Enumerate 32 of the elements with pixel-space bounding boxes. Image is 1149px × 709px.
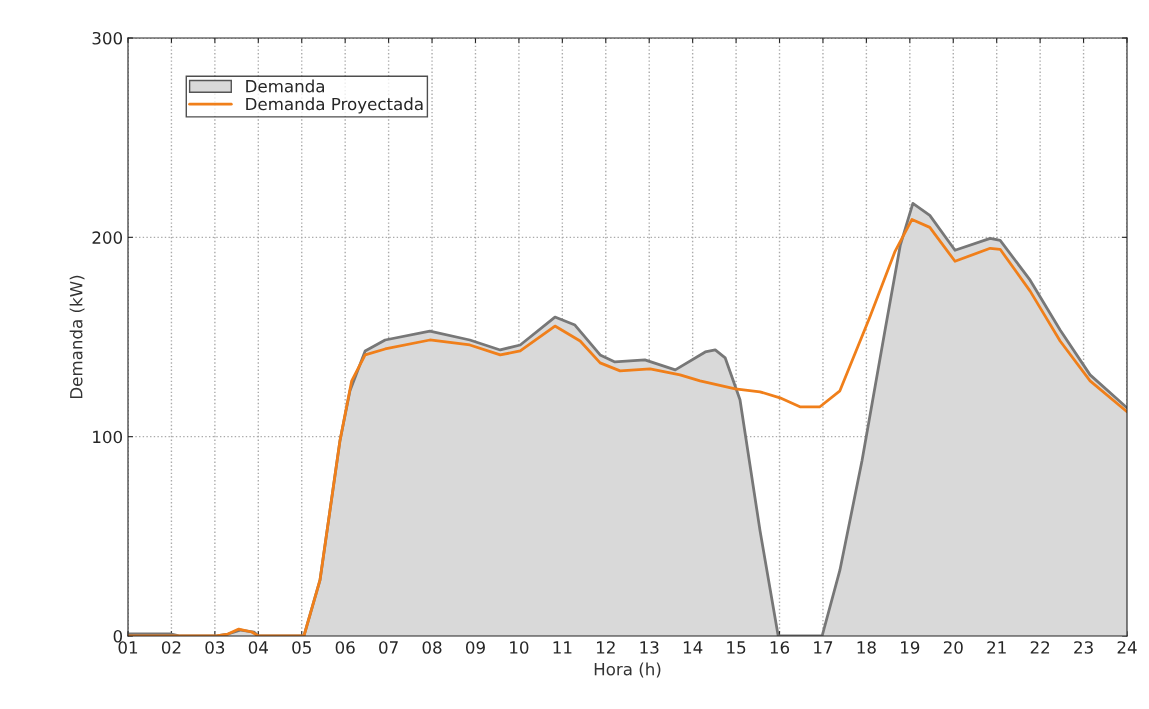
x-tick-label: 11 (553, 641, 572, 654)
legend-label: Demanda Proyectada (246, 97, 423, 114)
x-tick-label: 08 (422, 641, 442, 654)
x-tick-label: 13 (640, 641, 659, 654)
x-tick-label: 15 (727, 641, 746, 654)
x-tick-label: 06 (335, 641, 355, 654)
x-tick-label: 01 (118, 641, 138, 654)
x-tick-label: 17 (814, 641, 833, 654)
x-tick-label: 14 (683, 641, 703, 654)
x-tick-label: 18 (857, 641, 876, 654)
x-tick-label: 21 (987, 641, 1006, 654)
x-axis-title: Hora (h) (594, 662, 661, 678)
y-tick-label: 200 (92, 231, 123, 244)
x-tick-label: 12 (597, 641, 615, 654)
x-tick-label: 03 (205, 641, 225, 654)
legend-label: Demanda (246, 79, 324, 93)
x-tick-label: 20 (943, 641, 963, 654)
x-tick-label: 19 (901, 641, 920, 654)
x-tick-label: 07 (379, 641, 398, 654)
x-tick-label: 04 (248, 641, 268, 654)
x-tick-label: 09 (465, 641, 485, 654)
x-tick-label: 10 (510, 641, 529, 654)
y-axis-title: Demanda (kW) (69, 275, 85, 399)
x-tick-label: 23 (1074, 641, 1093, 654)
x-tick-label: 02 (161, 641, 181, 654)
y-tick-label: 100 (93, 430, 123, 444)
y-tick-label: 0 (113, 629, 123, 643)
y-tick-label: 300 (92, 31, 123, 45)
x-tick-label: 22 (1030, 641, 1050, 654)
x-tick-label: 05 (292, 641, 311, 654)
x-tick-label: 16 (770, 641, 790, 654)
x-tick-label: 24 (1117, 641, 1137, 654)
